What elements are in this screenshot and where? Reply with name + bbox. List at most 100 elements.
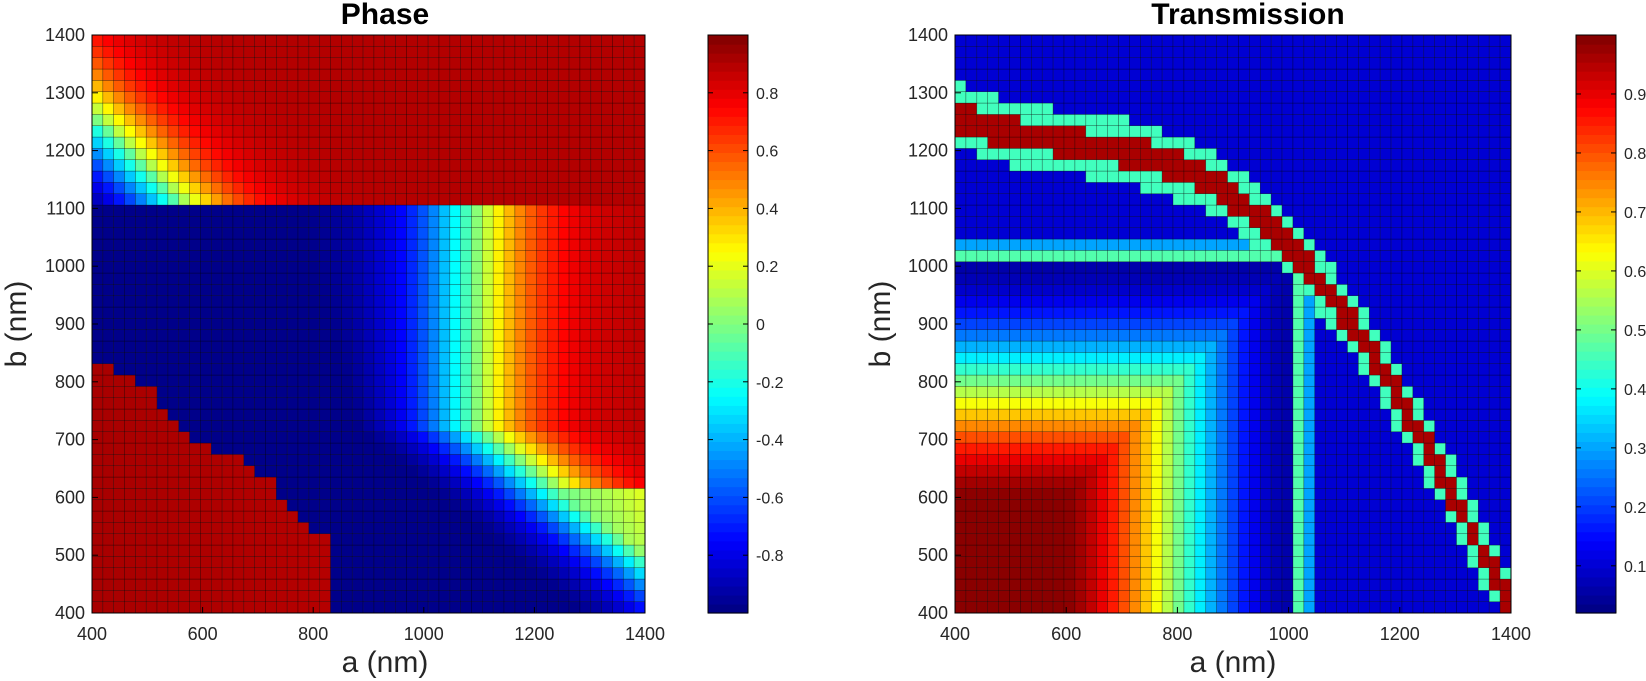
heatmap-cell (568, 590, 581, 603)
heatmap-cell (406, 159, 418, 172)
heatmap-cell (221, 318, 234, 331)
heatmap-cell (156, 578, 169, 591)
heatmap-cell (232, 420, 245, 433)
heatmap-cell (503, 125, 516, 138)
heatmap-cell (1085, 148, 1098, 161)
heatmap-cell (1368, 57, 1381, 70)
heatmap-cell (102, 578, 115, 591)
heatmap-cell (492, 204, 505, 217)
heatmap-cell (1325, 148, 1337, 161)
heatmap-cell (91, 476, 104, 489)
heatmap-cell (612, 170, 624, 183)
heatmap-cell (1150, 34, 1163, 47)
heatmap-cell (998, 442, 1010, 455)
heatmap-cell (265, 499, 277, 512)
heatmap-cell (319, 125, 331, 138)
heatmap-cell (135, 420, 147, 433)
heatmap-cell (1390, 57, 1403, 70)
heatmap-cell (416, 204, 429, 217)
heatmap-cell (124, 329, 136, 342)
heatmap-cell (536, 442, 548, 455)
heatmap-cell (210, 148, 223, 161)
heatmap-cell (503, 102, 516, 115)
heatmap-cell (1238, 136, 1250, 149)
x-tick-label: 1000 (404, 624, 444, 644)
heatmap-cell (623, 34, 635, 47)
heatmap-cell (297, 170, 310, 183)
heatmap-cell (406, 295, 418, 308)
heatmap-cell (1238, 284, 1250, 297)
heatmap-cell (1292, 601, 1305, 614)
colorbar-segment (708, 351, 748, 361)
heatmap-cell (1150, 363, 1163, 376)
heatmap-cell (1085, 102, 1098, 115)
heatmap-cell (189, 397, 201, 410)
heatmap-cell (1074, 91, 1087, 104)
heatmap-cell (406, 227, 418, 240)
heatmap-cell (286, 601, 299, 614)
heatmap-cell (1063, 91, 1076, 104)
colorbar-segment (708, 378, 748, 388)
heatmap-cell (1216, 193, 1228, 206)
heatmap-cell (590, 340, 602, 353)
heatmap-cell (471, 454, 483, 467)
heatmap-cell (1259, 340, 1272, 353)
heatmap-cell (1412, 601, 1425, 614)
heatmap-cell (286, 159, 299, 172)
heatmap-cell (1314, 114, 1327, 127)
heatmap-cell (308, 352, 321, 365)
heatmap-cell (373, 420, 386, 433)
heatmap-cell (1412, 193, 1425, 206)
heatmap-cell (373, 454, 386, 467)
heatmap-cell (482, 182, 494, 195)
heatmap-cell (210, 374, 223, 387)
heatmap-cell (612, 68, 624, 81)
heatmap-cell (623, 420, 635, 433)
heatmap-cell (547, 295, 559, 308)
heatmap-cell (557, 397, 570, 410)
heatmap-cell (601, 102, 613, 115)
heatmap-cell (1292, 329, 1305, 342)
heatmap-cell (1194, 431, 1207, 444)
heatmap-cell (319, 533, 331, 546)
heatmap-cell (1434, 590, 1446, 603)
heatmap-cell (1031, 442, 1043, 455)
heatmap-cell (351, 136, 364, 149)
heatmap-cell (200, 227, 212, 240)
heatmap-cell (557, 114, 570, 127)
heatmap-cell (471, 227, 483, 240)
heatmap-cell (1281, 408, 1294, 421)
heatmap-cell (276, 295, 288, 308)
heatmap-cell (210, 499, 223, 512)
heatmap-cell (1031, 522, 1043, 535)
heatmap-cell (1358, 57, 1370, 70)
heatmap-cell (243, 170, 255, 183)
heatmap-cell (373, 397, 386, 410)
heatmap-cell (998, 227, 1010, 240)
heatmap-cell (954, 306, 967, 319)
heatmap-cell (189, 238, 201, 251)
heatmap-cell (1096, 295, 1108, 308)
heatmap-cell (1107, 499, 1119, 512)
colorbar-segment (708, 441, 748, 452)
heatmap-cell (1249, 522, 1261, 535)
heatmap-cell (525, 340, 537, 353)
heatmap-cell (1347, 601, 1359, 614)
heatmap-cell (189, 601, 201, 614)
heatmap-cell (1401, 80, 1414, 93)
heatmap-cell (503, 68, 516, 81)
heatmap-cell (276, 488, 288, 501)
heatmap-cell (265, 102, 277, 115)
heatmap-cell (416, 352, 429, 365)
heatmap-cell (178, 204, 190, 217)
heatmap-cell (1107, 148, 1119, 161)
heatmap-cell (276, 114, 288, 127)
heatmap-cell (492, 454, 505, 467)
heatmap-cell (1358, 159, 1370, 172)
heatmap-cell (1205, 34, 1217, 47)
heatmap-cell (449, 363, 462, 376)
heatmap-cell (1194, 476, 1207, 489)
heatmap-cell (998, 295, 1010, 308)
heatmap-cell (1368, 533, 1381, 546)
heatmap-cell (612, 80, 624, 93)
